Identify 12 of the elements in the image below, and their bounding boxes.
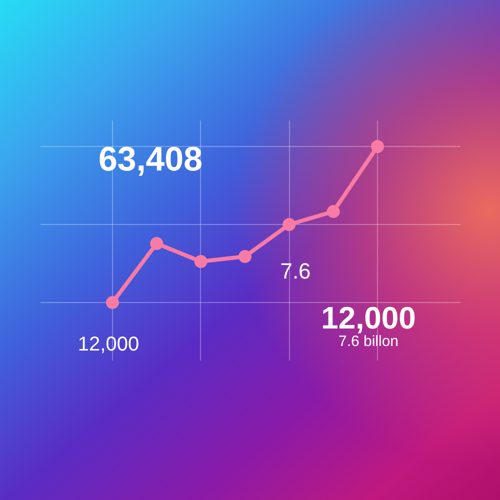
text: 12,000 bbox=[78, 334, 140, 356]
annotation: 7.6 bbox=[280, 258, 311, 284]
point bbox=[150, 237, 164, 250]
point bbox=[194, 254, 208, 268]
text: 7.6 billon bbox=[338, 333, 399, 350]
point bbox=[371, 140, 384, 153]
point bbox=[326, 205, 340, 218]
point bbox=[106, 296, 119, 309]
point bbox=[238, 250, 252, 263]
annotation: 12,000 bbox=[321, 300, 416, 336]
point bbox=[282, 218, 296, 231]
annotation: 63,408 bbox=[98, 140, 203, 178]
